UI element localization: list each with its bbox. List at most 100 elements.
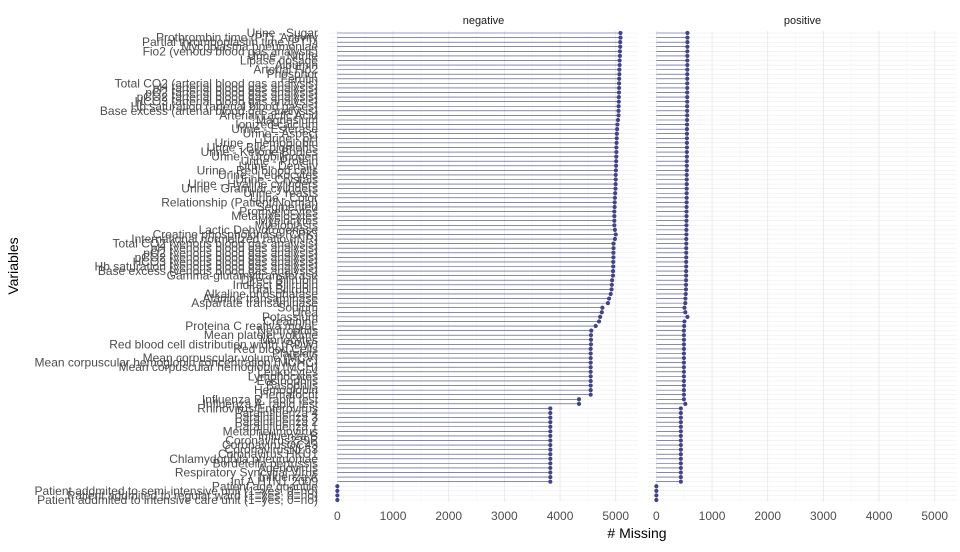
lollipop-point [684, 186, 689, 191]
lollipop-point [685, 94, 690, 100]
facet-strip-label: positive [784, 15, 821, 27]
y-tick-label: pCO2 (arterial blood gas analysis) [137, 90, 318, 104]
y-tick-label: Ionized calcium [235, 118, 318, 132]
lollipop-point [576, 401, 582, 406]
lollipop-point [588, 374, 593, 379]
lollipop-point [576, 397, 582, 402]
y-tick-label: Mean corpuscular volume (MCV) [143, 351, 318, 365]
lollipop-point [684, 149, 689, 155]
lollipop-point [610, 273, 616, 278]
lollipop-point [548, 461, 553, 466]
lollipop-point [617, 76, 622, 81]
x-tick-label: 0 [653, 509, 660, 523]
y-tick-label: Basophils [266, 379, 318, 393]
lollipop-point [588, 369, 593, 374]
y-axis-title: Variables [5, 237, 21, 294]
lollipop-point [681, 328, 687, 333]
lollipop-point [548, 470, 553, 475]
lollipop-point [611, 255, 616, 260]
lollipop-point [613, 168, 619, 173]
x-tick-label: 4000 [866, 509, 893, 523]
y-tick-label: CoronavirusOC43 [222, 438, 318, 452]
lollipop-point [678, 456, 683, 461]
y-tick-label: Chlamydophila pneumoniae [169, 452, 318, 466]
lollipop-point [605, 301, 611, 306]
lollipop-point [684, 214, 689, 219]
y-tick-label: Potassium [262, 310, 318, 324]
lollipop-point [681, 360, 687, 365]
lollipop-point [617, 72, 622, 77]
y-tick-label: Influenza B [258, 429, 318, 443]
lollipop-point [618, 30, 623, 36]
point-layer [335, 30, 690, 503]
y-tick-label: Eosinophils [257, 374, 318, 388]
lollipop-point [685, 113, 690, 118]
lollipop-point [614, 131, 619, 136]
lollipop-point [613, 177, 618, 182]
y-tick-label: Urine - pH [263, 131, 318, 145]
lollipop-point [678, 452, 683, 457]
lollipop-point [681, 342, 687, 347]
lollipop-point [609, 287, 614, 292]
lollipop-point [684, 181, 689, 187]
lollipop-point [685, 104, 690, 109]
y-tick-label: Urea [292, 305, 318, 319]
y-tick-label: Parainfluenza 3 [235, 411, 319, 425]
lollipop-point [681, 388, 687, 393]
lollipop-point [678, 447, 683, 452]
lollipop-point [548, 475, 553, 480]
y-tick-label: Red blood cell distribution width (RDW) [109, 337, 318, 351]
lollipop-point [685, 62, 690, 68]
y-tick-label: Proteina C reativa mg/dL [185, 319, 318, 333]
lollipop-point [684, 255, 689, 260]
lollipop-point [588, 346, 593, 352]
lollipop-point [683, 287, 689, 292]
y-tick-label: Total CO2 (arterial blood gas analysis) [115, 76, 318, 90]
lollipop-point [611, 264, 616, 269]
y-tick-label: Rhinovirus/Enterovirus [197, 401, 318, 415]
lollipop-point [685, 81, 690, 86]
lollipop-point [599, 310, 604, 315]
lollipop-point [613, 172, 618, 178]
lollipop-point [616, 90, 622, 95]
lollipop-point [612, 227, 617, 232]
lollipop-point [678, 461, 683, 466]
lollipop-point [618, 44, 623, 49]
lollipop-point [614, 154, 619, 159]
y-tick-label: Neutrophils [257, 324, 318, 338]
lollipop-point [589, 328, 594, 333]
y-tick-label: Hematocrit [260, 388, 319, 402]
x-tick-label: 3000 [491, 509, 518, 523]
y-tick-label: Patient addmited to semi-intensive unit … [35, 484, 319, 498]
y-tick-label: Albumin [275, 58, 318, 72]
lollipop-point [596, 319, 602, 324]
lollipop-point [681, 397, 687, 402]
lollipop-point [685, 49, 690, 54]
lollipop-point [685, 58, 690, 63]
lollipop-point [678, 424, 683, 429]
y-tick-label: Patient addmited to regular ward (1=yes,… [67, 488, 318, 502]
x-tick-label: 4000 [547, 509, 574, 523]
lollipop-point [588, 337, 594, 342]
y-tick-label: pH (venous blood gas analysis) [151, 241, 318, 255]
y-tick-label: pCO2 (venous blood gas analysis) [135, 250, 318, 264]
y-tick-label: Phosphor [267, 67, 318, 81]
lollipop-point [617, 53, 623, 58]
lollipop-point [588, 351, 593, 356]
lollipop-point [684, 241, 689, 246]
lollipop-point [684, 159, 689, 164]
lollipop-point [611, 259, 616, 265]
lollipop-point [685, 99, 690, 104]
y-tick-label: Creatine phosphokinase (CPK) [153, 227, 318, 241]
lollipop-point [654, 484, 659, 489]
lollipop-point [684, 223, 689, 228]
lollipop-point [684, 122, 690, 127]
lollipop-point [685, 30, 690, 36]
lollipop-point [612, 214, 617, 219]
y-tick-label: Coronavirus229E [225, 433, 318, 447]
y-tick-label: Indirect Bilirubin [233, 278, 318, 292]
y-tick-label: Lactic Dehydrogenase [199, 223, 319, 237]
lollipop-point [684, 136, 690, 141]
lollipop-point [685, 53, 690, 58]
y-tick-label: Base excess (venous blood gas analysis) [98, 264, 318, 278]
